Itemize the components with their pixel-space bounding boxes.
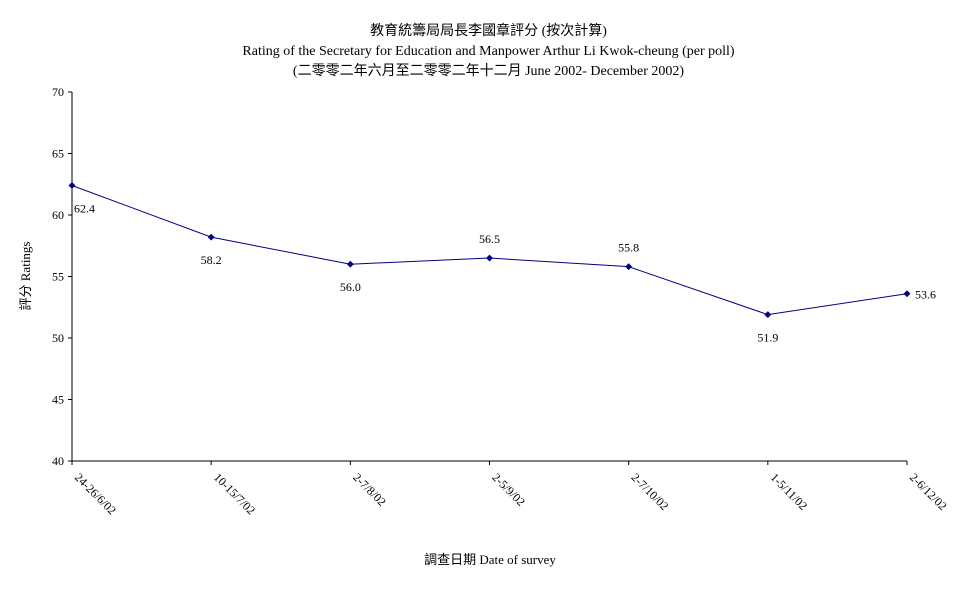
y-tick-label: 55 [52, 270, 64, 284]
y-tick-label: 40 [52, 454, 64, 468]
chart-subtitle: Rating of the Secretary for Education an… [242, 44, 735, 59]
chart-titles: 教育統籌局局長李國章評分 (按次計算) Rating of the Secret… [0, 22, 977, 82]
data-labels: 62.4 58.2 56.0 56.5 55.8 51.9 53.6 [74, 201, 936, 344]
data-point-marker [764, 311, 772, 319]
x-axis-label: 調查日期 Date of survey [424, 552, 556, 567]
data-point-marker [903, 290, 911, 298]
data-label: 58.2 [201, 253, 222, 267]
data-label: 55.8 [618, 241, 639, 255]
axes: 40 45 50 55 60 65 70 24-26/6/02 10-15/7/02 2-7/8/… [52, 85, 950, 517]
chart-subtitle-period: (二零零二年六月至二零零二年十二月 June 2002- December 20… [292, 64, 685, 79]
y-tick-label: 65 [52, 147, 64, 161]
x-tick-label: 2-5/9/02 [489, 470, 528, 509]
y-tick-label: 60 [52, 208, 64, 222]
data-label: 56.0 [340, 280, 361, 294]
chart-title: 教育統籌局局長李國章評分 (按次計算) [370, 24, 607, 39]
x-tick-label: 2-7/8/02 [350, 470, 389, 509]
series-ratings [68, 181, 911, 319]
data-point-marker [485, 254, 494, 262]
x-tick-label: 24-26/6/02 [72, 470, 119, 517]
data-point-marker [625, 263, 633, 271]
data-point-marker [346, 260, 354, 268]
x-tick-label: 10-15/7/02 [211, 470, 258, 517]
data-label: 62.4 [74, 201, 95, 215]
y-tick-label: 50 [52, 331, 64, 345]
y-tick-label: 45 [52, 393, 64, 407]
x-tick-label: 2-6/12/02 [907, 470, 950, 513]
y-axis-label: 評分 Ratings [18, 242, 33, 311]
series-line [71, 185, 908, 316]
data-point-marker [68, 181, 76, 190]
data-label: 56.5 [479, 232, 500, 246]
data-label: 51.9 [757, 331, 778, 345]
data-label: 53.6 [915, 288, 936, 302]
x-tick-label: 2-7/10/02 [629, 470, 672, 513]
y-tick-label: 70 [52, 85, 64, 99]
data-point-marker [207, 233, 215, 241]
x-tick-label: 1-5/11/02 [768, 470, 811, 513]
